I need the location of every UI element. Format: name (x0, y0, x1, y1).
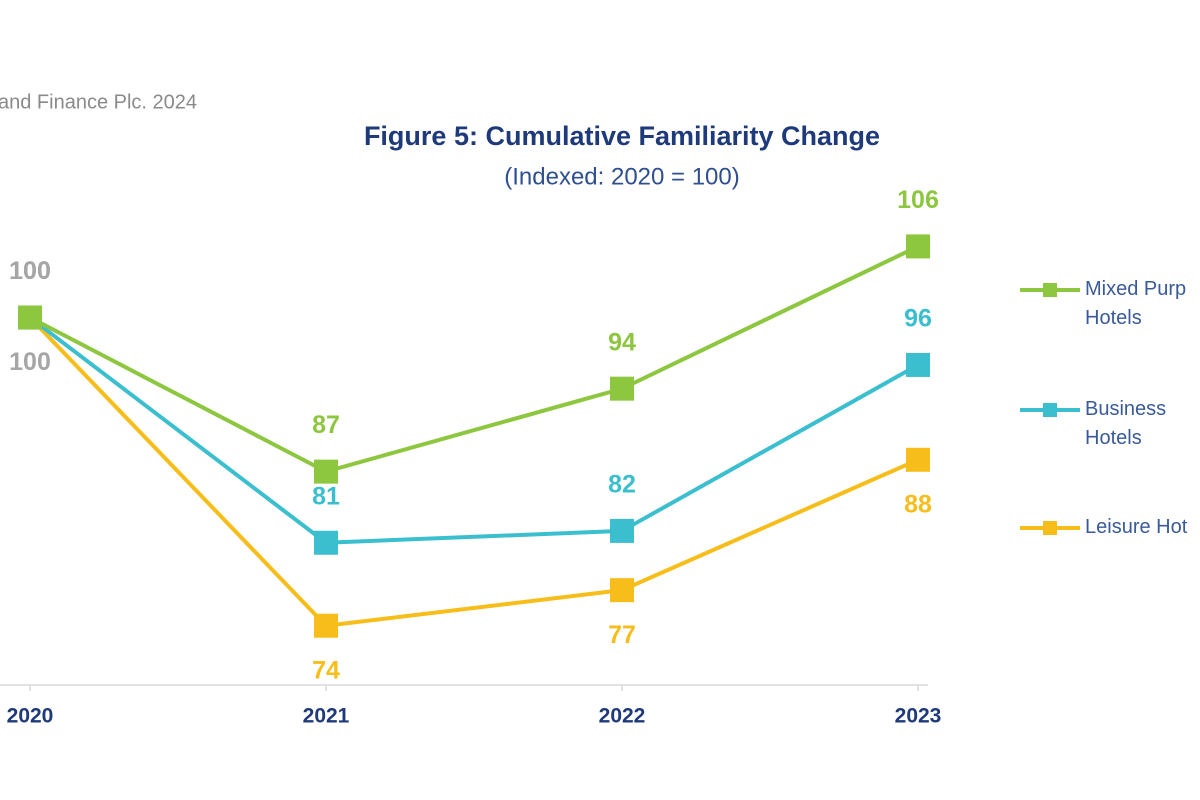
data-label: 100 (9, 257, 51, 285)
data-label: 96 (904, 305, 932, 333)
legend-label: Business Hotels (1085, 398, 1167, 449)
x-tick-label: 2023 (895, 705, 942, 728)
marker (610, 578, 634, 603)
marker (314, 530, 338, 555)
marker (314, 613, 338, 638)
legend-label: Mixed Purp Hotels (1085, 278, 1187, 329)
data-label: 88 (904, 490, 932, 518)
legend-marker (1043, 403, 1057, 417)
data-label: 106 (897, 186, 939, 214)
marker (610, 376, 634, 401)
data-label: 81 (312, 482, 340, 510)
data-label: 100 (9, 348, 51, 376)
x-tick-label: 2020 (7, 705, 54, 728)
chart-subtitle: (Indexed: 2020 = 100) (504, 163, 740, 190)
data-label: 100 (9, 257, 51, 285)
data-label: 82 (608, 471, 636, 499)
chart-title: Figure 5: Cumulative Familiarity Change (364, 121, 880, 151)
data-label: 87 (312, 411, 340, 439)
legend-marker (1043, 283, 1057, 297)
data-label: 74 (312, 656, 340, 684)
x-tick-label: 2021 (303, 705, 350, 728)
marker (610, 518, 634, 543)
marker (906, 234, 930, 259)
series-line (29, 244, 919, 474)
x-tick-label: 2022 (599, 705, 646, 728)
legend-marker (1043, 521, 1057, 535)
legend-label: Leisure Hot (1085, 516, 1188, 538)
marker (314, 459, 338, 484)
marker (18, 305, 42, 330)
marker (906, 447, 930, 472)
marker (906, 352, 930, 377)
series-line (28, 316, 919, 628)
series-line (28, 315, 919, 545)
data-label: 94 (608, 328, 636, 356)
source-note: and Finance Plc. 2024 (0, 91, 197, 113)
data-label: 77 (608, 621, 636, 649)
